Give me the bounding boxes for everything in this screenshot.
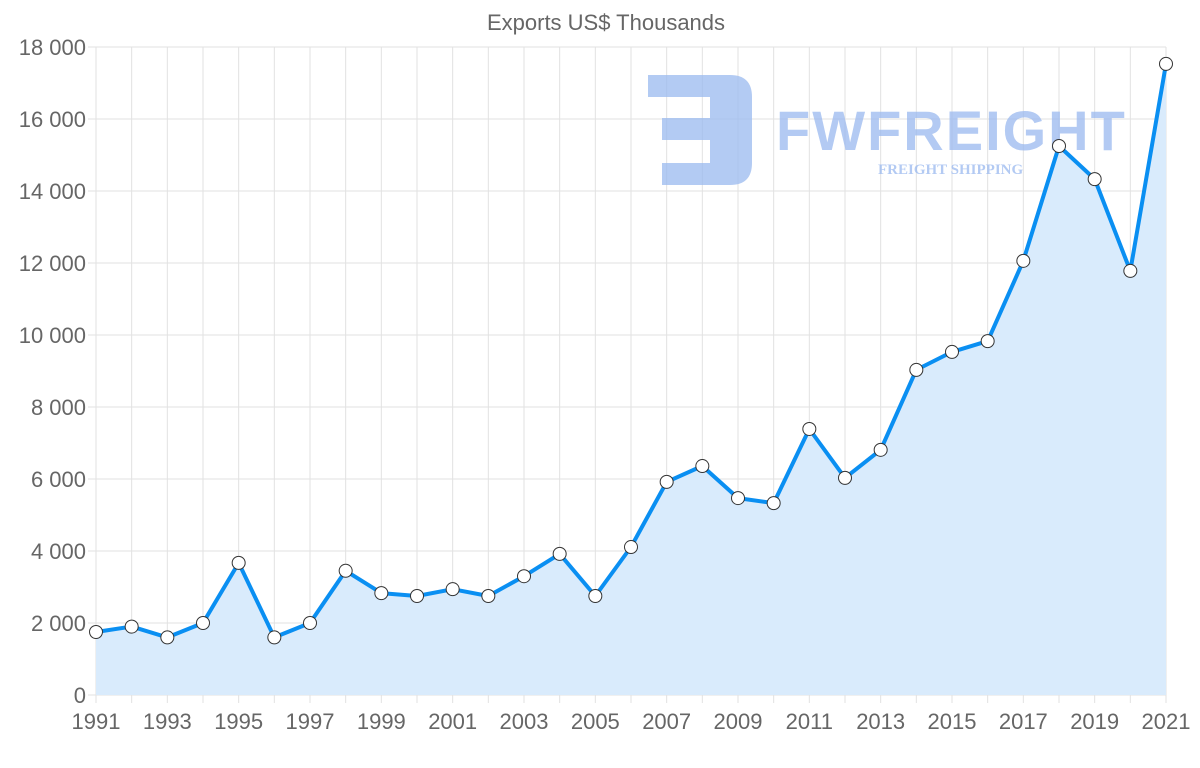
data-point[interactable] <box>695 459 710 474</box>
y-tick-label: 0 <box>74 683 86 708</box>
data-point[interactable] <box>980 334 995 349</box>
data-point[interactable] <box>766 496 781 511</box>
data-point[interactable] <box>303 616 317 630</box>
x-tick-label: 2021 <box>1142 709 1191 734</box>
y-tick-label: 8 000 <box>31 395 86 420</box>
x-tick-label: 2005 <box>571 709 620 734</box>
chart-title: Exports US$ Thousands <box>487 10 725 35</box>
data-point[interactable] <box>160 630 175 645</box>
data-point[interactable] <box>267 630 282 645</box>
data-point[interactable] <box>1087 172 1102 187</box>
data-point[interactable] <box>731 491 745 506</box>
data-point[interactable] <box>481 589 496 603</box>
y-tick-label: 10 000 <box>19 323 86 348</box>
x-tick-label: 1995 <box>214 709 263 734</box>
x-tick-label: 2017 <box>999 709 1048 734</box>
x-tick-label: 2007 <box>642 709 691 734</box>
data-point[interactable] <box>659 474 674 489</box>
data-point[interactable] <box>1123 263 1138 278</box>
data-point[interactable] <box>410 589 424 603</box>
x-axis: 1991 1993 1995 1997 1999 2001 2003 2005 2007 2009… <box>72 709 1191 734</box>
x-tick-label: 2001 <box>428 709 477 734</box>
y-tick-label: 4 000 <box>31 539 86 564</box>
data-point[interactable] <box>338 563 353 578</box>
data-point[interactable] <box>552 546 567 561</box>
data-point[interactable] <box>517 569 531 584</box>
data-point[interactable] <box>588 589 603 603</box>
x-tick-label: 1993 <box>143 709 192 734</box>
x-tick-label: 2019 <box>1070 709 1119 734</box>
data-point[interactable] <box>374 586 389 601</box>
x-tick-label: 1999 <box>357 709 406 734</box>
x-tick-label: 2009 <box>714 709 763 734</box>
data-point[interactable] <box>945 344 959 359</box>
data-point[interactable] <box>1016 253 1031 268</box>
x-tick-label: 2015 <box>928 709 977 734</box>
data-point[interactable] <box>1052 139 1066 153</box>
watermark-brand: FWFREIGHT <box>776 99 1127 162</box>
data-point[interactable] <box>802 421 817 436</box>
data-points <box>89 56 1173 645</box>
x-tick-label: 1997 <box>286 709 335 734</box>
data-point[interactable] <box>124 619 139 634</box>
y-tick-label: 6 000 <box>31 467 86 492</box>
data-point[interactable] <box>231 555 246 570</box>
x-tick-label: 2013 <box>856 709 905 734</box>
data-point[interactable] <box>196 616 210 630</box>
y-tick-label: 16 000 <box>19 107 86 132</box>
data-point[interactable] <box>909 362 924 377</box>
data-point[interactable] <box>89 625 103 639</box>
x-tick-label: 1991 <box>72 709 121 734</box>
data-point[interactable] <box>1159 56 1173 71</box>
data-point[interactable] <box>873 442 888 457</box>
y-axis: 0 2 000 4 000 6 000 8 000 10 000 12 000 14 000 1… <box>19 35 86 708</box>
x-tick-label: 2011 <box>786 709 833 734</box>
y-tick-label: 14 000 <box>19 179 86 204</box>
y-tick-label: 18 000 <box>19 35 86 60</box>
watermark-logo-icon <box>648 75 752 185</box>
y-tick-label: 12 000 <box>19 251 86 276</box>
data-point[interactable] <box>838 470 852 485</box>
data-point[interactable] <box>624 540 638 555</box>
x-tick-label: 2003 <box>500 709 549 734</box>
watermark-tagline: FREIGHT SHIPPING <box>878 162 1023 178</box>
area-fill <box>96 63 1166 695</box>
y-tick-label: 2 000 <box>31 611 86 636</box>
data-point[interactable] <box>445 582 460 597</box>
